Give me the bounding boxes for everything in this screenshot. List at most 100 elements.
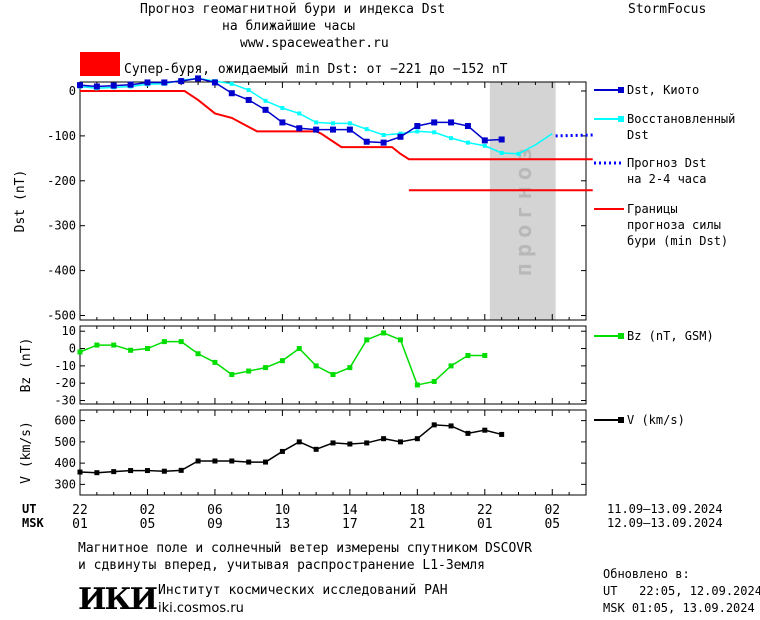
y-axis-label: Bz (nT) — [19, 338, 34, 393]
brand-name: StormFocus — [628, 2, 707, 17]
y-tick-label: -20 — [54, 376, 76, 390]
v-point — [397, 439, 403, 445]
alert-text: Супер-буря, ожидаемый min Dst: от −221 д… — [124, 62, 508, 77]
kyoto-dst-point — [144, 79, 151, 86]
updated-label: Обновлено в: — [603, 567, 690, 581]
kyoto-dst-point — [448, 119, 455, 126]
ut-tick-label: 22 — [72, 503, 88, 518]
y-tick-label: -10 — [54, 359, 76, 373]
v-point — [263, 459, 269, 465]
y-tick-label: -30 — [54, 394, 76, 408]
ut-label: UT — [22, 502, 37, 516]
reconstructed-dst-line — [79, 77, 553, 155]
bz-point — [263, 365, 269, 371]
forecast-dst-legend-text: Прогноз Dst — [627, 156, 706, 170]
kyoto-dst-point — [228, 90, 235, 97]
kyoto-dst-point — [127, 81, 134, 88]
kyoto-dst-point — [431, 119, 438, 126]
bz-point — [229, 372, 235, 378]
reconstructed-dst-point — [398, 131, 403, 136]
site-url[interactable]: www.spaceweather.ru — [240, 36, 389, 51]
v-point — [364, 440, 370, 446]
msk-tick-label: 13 — [275, 517, 291, 532]
storm-boundary-legend-text: Границы — [627, 202, 678, 216]
bz-point — [77, 349, 83, 355]
v-point — [111, 469, 117, 475]
v-point — [212, 458, 218, 464]
kyoto-dst-point — [414, 123, 421, 130]
kyoto-dst-point — [481, 137, 488, 144]
kyoto-dst-point — [211, 79, 218, 86]
forecast-band — [489, 82, 556, 320]
v-point — [128, 468, 134, 474]
y-tick-label: 300 — [54, 477, 76, 491]
kyoto-dst-point — [245, 96, 252, 103]
v-point — [313, 446, 319, 452]
kyoto-dst-point — [77, 82, 83, 89]
v-point — [448, 423, 454, 429]
kyoto-dst-point — [93, 83, 100, 90]
ut-tick-label: 02 — [544, 503, 560, 518]
reconstructed-dst-legend-text: Восстановленный — [627, 112, 735, 126]
bz-point — [482, 352, 488, 358]
reconstructed-dst-point — [314, 120, 319, 125]
y-tick-label: 600 — [54, 414, 76, 428]
bz-point — [212, 359, 218, 365]
v-legend-marker — [618, 417, 624, 423]
kyoto-dst-legend-marker — [618, 87, 624, 93]
msk-tick-label: 09 — [207, 517, 223, 532]
reconstructed-dst-point — [432, 130, 437, 135]
v-point — [144, 468, 150, 474]
forecast-band-label: прогноз — [512, 142, 537, 277]
msk-tick-label: 01 — [477, 517, 493, 532]
bz-point — [246, 368, 252, 374]
bz-point — [94, 342, 100, 348]
reconstructed-dst-legend-text: Dst — [627, 128, 649, 142]
kyoto-dst-point — [346, 126, 353, 133]
v-point — [246, 459, 252, 465]
kyoto-dst-point — [279, 119, 286, 126]
y-tick-label: -500 — [47, 309, 76, 323]
v-point — [161, 468, 167, 474]
y-tick-label: 10 — [62, 324, 76, 338]
bz-point — [448, 363, 454, 369]
reconstructed-dst-point — [499, 150, 504, 155]
reconstructed-dst-point — [516, 151, 521, 156]
bz-point — [313, 363, 319, 369]
bz-point — [279, 358, 285, 364]
kyoto-dst-point — [464, 123, 471, 130]
plot-frame — [79, 325, 587, 405]
v-point — [431, 422, 437, 428]
kyoto-dst-legend-text: Dst, Киото — [627, 83, 699, 97]
msk-tick-label: 21 — [410, 517, 426, 532]
storm-boundary-legend-text: прогноза силы — [627, 218, 721, 232]
bz-point — [161, 339, 167, 345]
institute-site[interactable]: iki.cosmos.ru — [158, 601, 244, 616]
reconstructed-dst-legend-marker — [618, 116, 624, 122]
v-point — [414, 436, 420, 442]
v-point — [94, 470, 100, 476]
reconstructed-dst-point — [331, 121, 335, 126]
ut-range: 11.09–13.09.2024 — [607, 502, 723, 516]
ut-tick-label: 06 — [207, 503, 223, 518]
institute-name: Институт космических исследований РАН — [158, 583, 448, 598]
ut-tick-label: 22 — [477, 503, 493, 518]
y-tick-label: 0 — [69, 84, 76, 98]
msk-tick-label: 05 — [544, 517, 560, 532]
reconstructed-dst-point — [449, 136, 454, 141]
kyoto-dst-point — [262, 106, 269, 113]
bz-point — [330, 372, 336, 378]
ut-tick-label: 10 — [275, 503, 291, 518]
y-tick-label: 400 — [54, 456, 76, 470]
y-tick-label: 0 — [69, 342, 76, 356]
kyoto-dst-point — [195, 75, 202, 82]
chart-subtitle: на ближайшие часы — [222, 19, 356, 34]
reconstructed-dst-point — [263, 98, 268, 103]
msk-label: MSK — [22, 516, 44, 530]
bz-point — [414, 382, 420, 388]
bz-point — [431, 378, 437, 384]
reconstructed-dst-point — [381, 132, 386, 137]
bz-legend-text: Bz (nT, GSM) — [627, 329, 714, 343]
reconstructed-dst-point — [347, 121, 352, 126]
bz-point — [397, 337, 403, 343]
